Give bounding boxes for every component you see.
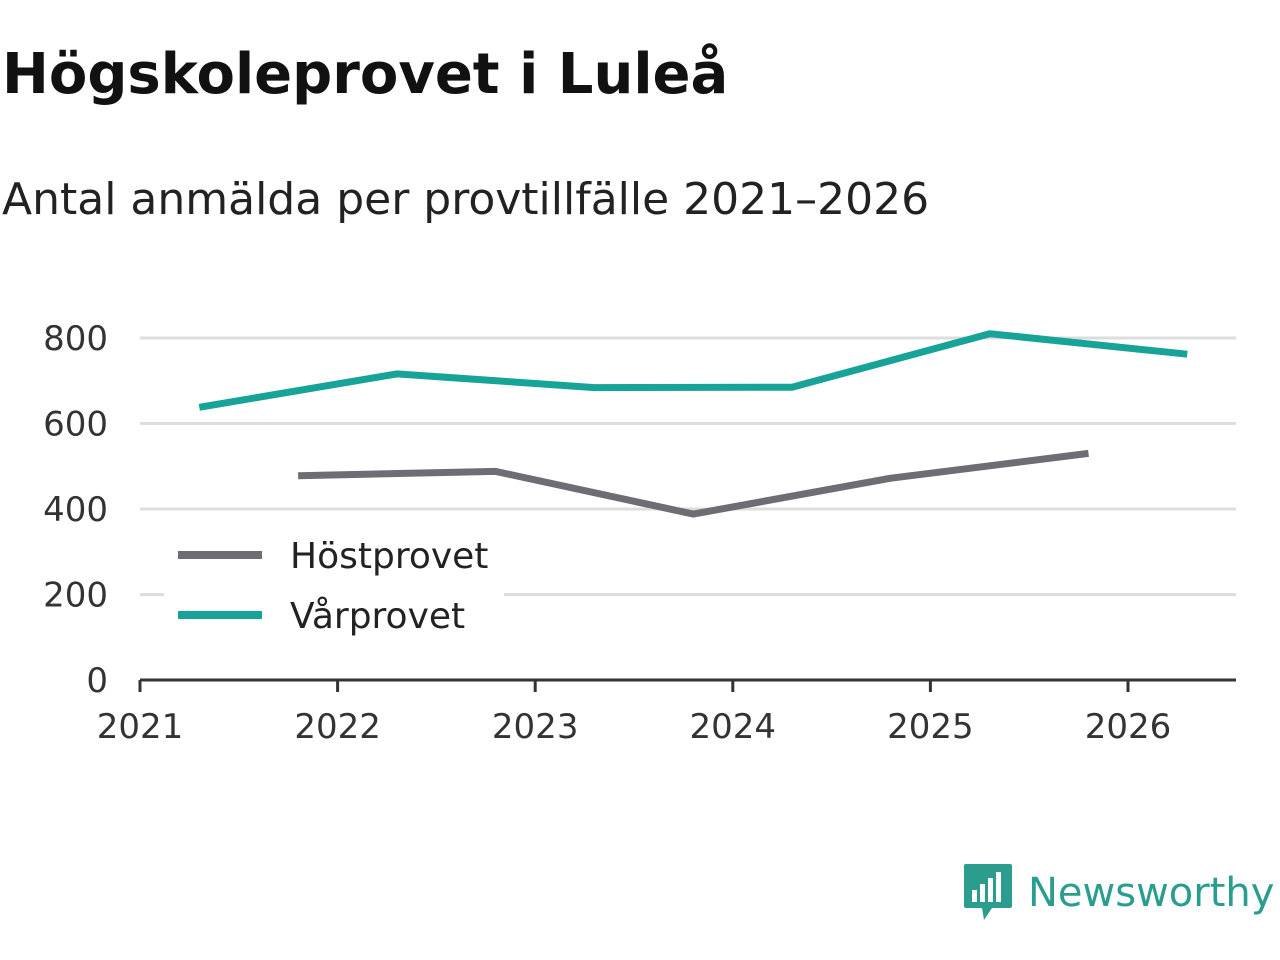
- data-point-hostprovet-0: [298, 475, 299, 476]
- x-tick-label-2023: 2023: [492, 707, 579, 747]
- legend-background: [164, 528, 504, 646]
- data-point-hostprovet-3: [890, 478, 891, 479]
- line-chart: 0 200 400 600 800 2021 2022 2023 2024 2025 2026 H…: [43, 319, 1236, 747]
- y-tick-label-400: 400: [43, 490, 108, 530]
- data-point-varprovet-0: [199, 407, 200, 408]
- x-tick-label-2026: 2026: [1085, 707, 1172, 747]
- newsworthy-wordmark: Newsworthy: [1028, 870, 1275, 916]
- newsworthy-logo: Newsworthy: [962, 862, 1274, 924]
- chart-subtitle: Antal anmälda per provtillfälle 2021–202…: [2, 174, 930, 225]
- data-point-varprovet-3: [792, 387, 793, 388]
- data-point-hostprovet-2: [693, 514, 694, 515]
- chart-title: Högskoleprovet i Luleå: [2, 42, 729, 107]
- x-tick-label-2025: 2025: [887, 707, 974, 747]
- data-point-hostprovet-1: [495, 471, 496, 472]
- x-tick-label-2024: 2024: [690, 707, 777, 747]
- y-tick-label-0: 0: [86, 661, 108, 701]
- data-point-varprovet-2: [594, 387, 595, 388]
- legend-label-hostprovet: Höstprovet: [290, 536, 488, 577]
- y-tick-label-600: 600: [43, 405, 108, 445]
- legend: Höstprovet Vårprovet: [164, 528, 504, 646]
- x-axis-labels: 2021 2022 2023 2024 2025 2026: [97, 707, 1172, 747]
- data-point-varprovet-4: [989, 333, 990, 334]
- x-tick-label-2021: 2021: [97, 707, 184, 747]
- newsworthy-logo-icon: [964, 864, 1012, 920]
- x-tick-label-2022: 2022: [294, 707, 381, 747]
- legend-label-varprovet: Vårprovet: [290, 596, 465, 637]
- y-tick-label-800: 800: [43, 319, 108, 359]
- series-line-hostprovet: [298, 449, 1089, 518]
- y-tick-label-200: 200: [43, 576, 108, 616]
- data-point-hostprovet-4: [1088, 453, 1089, 454]
- y-axis-labels: 0 200 400 600 800: [43, 319, 108, 701]
- x-axis: [138, 678, 1236, 692]
- data-point-varprovet-5: [1187, 354, 1188, 355]
- data-point-varprovet-1: [396, 373, 397, 374]
- series-lines: [198, 330, 1188, 518]
- series-line-varprovet: [198, 330, 1188, 411]
